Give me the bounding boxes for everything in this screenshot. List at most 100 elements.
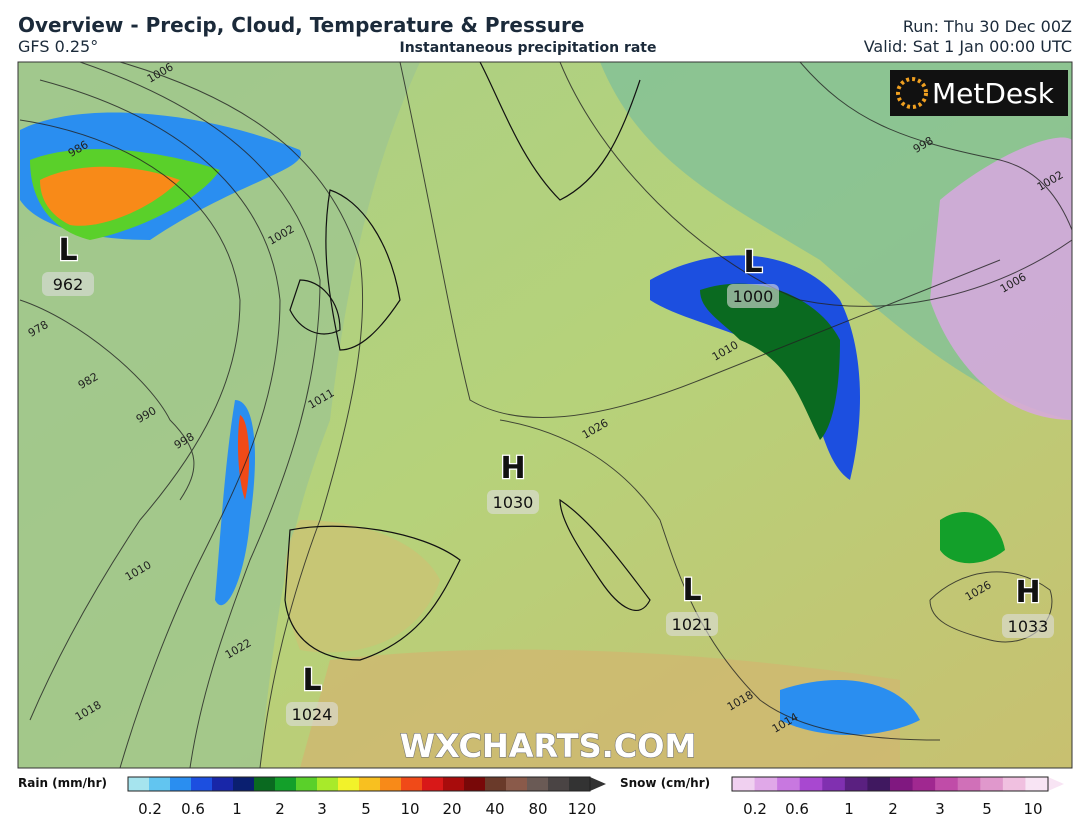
legend-tick: 5 [982, 800, 992, 818]
legend-frame [731, 776, 1049, 792]
legends: 0.2 0.6 1 2 3 5 10 20 40 80 120 0.2 0.6 1 2 3 5 10 [127, 776, 1064, 818]
map-frame [17, 61, 1073, 769]
value-box [666, 612, 718, 636]
value-box [42, 272, 94, 296]
system-type: H [1015, 575, 1040, 610]
precip-band [780, 680, 920, 735]
legend-tick: 5 [361, 800, 371, 818]
legend-swatch [957, 777, 981, 791]
legend-swatch [380, 777, 402, 791]
legend-swatch [485, 777, 507, 791]
legend-swatch [422, 777, 444, 791]
legend-tick: 120 [568, 800, 597, 818]
pressure-systems: L 962 L 1000 H 1030 L 1021 H 1033 L 1024 [42, 232, 1054, 726]
subtitle: Instantaneous precipitation rate [400, 40, 657, 56]
legend-swatch [359, 777, 381, 791]
legend-swatch [1025, 777, 1049, 791]
legend-swatch [777, 777, 801, 791]
value-box [1002, 614, 1054, 638]
iberia [285, 520, 440, 653]
legend-swatch [317, 777, 339, 791]
legend-swatch [296, 777, 318, 791]
precip-max [40, 166, 180, 226]
system-value: 962 [53, 275, 84, 294]
legend-tick: 10 [1023, 800, 1042, 818]
legend-tick: 80 [528, 800, 547, 818]
legend-swatch [754, 777, 778, 791]
legend-swatch [912, 777, 936, 791]
legend-swatch [867, 777, 891, 791]
legend-swatch [548, 777, 570, 791]
north-africa [300, 649, 900, 768]
watermark: WXCHARTS.COM [400, 727, 697, 765]
logo-box [890, 70, 1068, 116]
system-type: L [302, 663, 321, 698]
legend-swatch [128, 777, 150, 791]
logo-icon [896, 77, 928, 109]
title: Overview - Precip, Cloud, Temperature & … [18, 13, 584, 37]
value-box [727, 284, 779, 308]
logo: MetDesk [932, 77, 1055, 110]
legend-swatch [275, 777, 297, 791]
rain-legend-label: Rain (mm/hr) [18, 776, 107, 790]
precip-core [700, 283, 840, 440]
legend-frame [127, 776, 591, 792]
legend-tick: 0.6 [785, 800, 809, 818]
legend-swatch [980, 777, 1004, 791]
legend-swatch [443, 777, 465, 791]
legend-tick: 1 [232, 800, 242, 818]
legend-swatch [212, 777, 234, 791]
legend-swatch [401, 777, 423, 791]
system-value: 1021 [672, 615, 713, 634]
system-value: 1030 [493, 493, 534, 512]
legend-tick: 40 [485, 800, 504, 818]
legend-tick: 0.6 [181, 800, 205, 818]
legend-tick: 3 [935, 800, 945, 818]
legend-swatch [822, 777, 846, 791]
legend-arrow [590, 777, 606, 791]
system-value: 1033 [1008, 617, 1049, 636]
legend-swatch [254, 777, 276, 791]
legend-swatch [506, 777, 528, 791]
legend-swatch [527, 777, 549, 791]
system-type: H [500, 451, 525, 486]
legend-tick: 10 [400, 800, 419, 818]
model: GFS 0.25° [18, 37, 98, 56]
legend-swatch [170, 777, 192, 791]
value-box [286, 702, 338, 726]
system-type: L [682, 573, 701, 608]
legend-swatch [1002, 777, 1026, 791]
run-time: Run: Thu 30 Dec 00Z [903, 17, 1072, 36]
precip-max [237, 415, 250, 500]
legend-tick: 20 [442, 800, 461, 818]
legend-swatch [890, 777, 914, 791]
valid-time: Valid: Sat 1 Jan 00:00 UTC [864, 37, 1072, 56]
legend-swatch [464, 777, 486, 791]
legend-swatch [338, 777, 360, 791]
system-type: L [58, 233, 77, 268]
system-type: L [743, 245, 762, 280]
legend-tick: 2 [888, 800, 898, 818]
legend-swatch [732, 777, 756, 791]
legend-tick: 0.2 [138, 800, 162, 818]
legend-swatch [149, 777, 171, 791]
legend-swatch [191, 777, 213, 791]
legend-swatch [844, 777, 868, 791]
legend-arrow [1048, 777, 1064, 791]
value-box [487, 490, 539, 514]
legend-tick: 2 [275, 800, 285, 818]
system-value: 1000 [733, 287, 774, 306]
legend-tick: 1 [844, 800, 854, 818]
precip-core [940, 511, 1005, 564]
legend-swatch [569, 777, 591, 791]
legend-swatch [233, 777, 255, 791]
legend-swatch [799, 777, 823, 791]
legend-tick: 3 [317, 800, 327, 818]
legend-tick: 0.2 [743, 800, 767, 818]
map [18, 62, 1072, 768]
system-value: 1024 [292, 705, 333, 724]
coastlines [284, 62, 651, 661]
legend-swatch [935, 777, 959, 791]
isobars [19, 62, 1072, 768]
